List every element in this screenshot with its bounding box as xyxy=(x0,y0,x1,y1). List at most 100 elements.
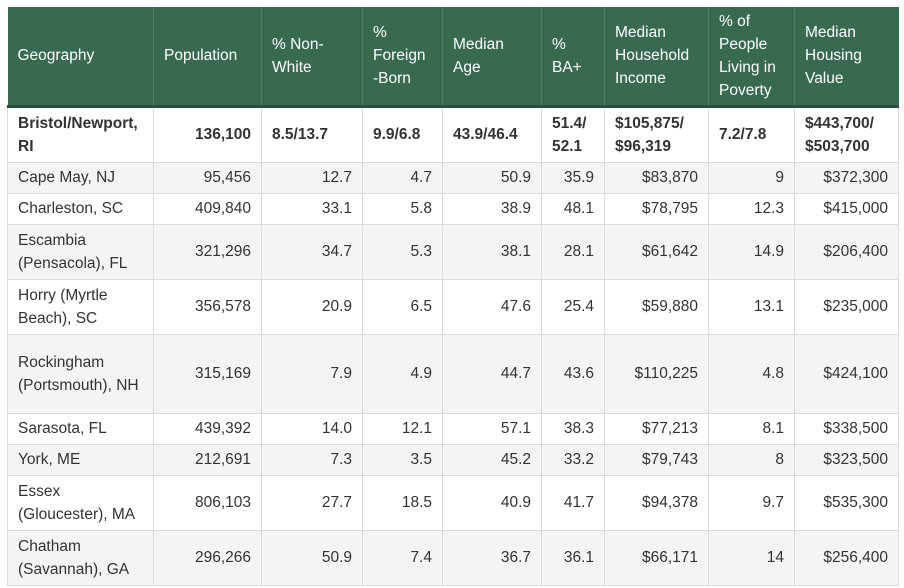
cell-population: 806,103 xyxy=(153,474,262,531)
table-row-featured: Bristol/Newport, RI 136,100 8.5/13.7 9.9… xyxy=(7,105,899,163)
cell-poverty: 8.1 xyxy=(708,412,795,445)
table-row: Essex (Gloucester), MA 806,103 27.7 18.5… xyxy=(7,474,899,531)
cell-ba-plus: 48.1 xyxy=(541,192,605,225)
cell-median-income: $61,642 xyxy=(604,223,709,280)
cell-ba-plus: 38.3 xyxy=(541,412,605,445)
cell-non-white: 7.9 xyxy=(261,333,363,414)
cell-geography: Rockingham (Portsmouth), NH xyxy=(7,333,154,414)
cell-ba-plus: 51.4/ 52.1 xyxy=(541,105,605,163)
cell-median-income: $110,225 xyxy=(604,333,709,414)
cell-median-age: 40.9 xyxy=(442,474,542,531)
cell-housing-value: $256,400 xyxy=(794,529,899,586)
cell-population: 95,456 xyxy=(153,161,262,194)
header-non-white: % Non-White xyxy=(261,7,363,106)
table-row: Cape May, NJ 95,456 12.7 4.7 50.9 35.9 $… xyxy=(7,161,899,194)
cell-geography: Chatham (Savannah), GA xyxy=(7,529,154,586)
cell-foreign-born: 5.8 xyxy=(362,192,443,225)
cell-population: 439,392 xyxy=(153,412,262,445)
cell-poverty: 9 xyxy=(708,161,795,194)
cell-median-age: 50.9 xyxy=(442,161,542,194)
cell-ba-plus: 41.7 xyxy=(541,474,605,531)
cell-median-age: 36.7 xyxy=(442,529,542,586)
table-row: York, ME 212,691 7.3 3.5 45.2 33.2 $79,7… xyxy=(7,443,899,476)
header-poverty: % of People Living in Poverty xyxy=(708,7,795,106)
cell-housing-value: $443,700/ $503,700 xyxy=(794,105,899,163)
cell-housing-value: $323,500 xyxy=(794,443,899,476)
cell-geography: Sarasota, FL xyxy=(7,412,154,445)
cell-foreign-born: 12.1 xyxy=(362,412,443,445)
cell-median-age: 38.1 xyxy=(442,223,542,280)
cell-population: 136,100 xyxy=(153,105,262,163)
cell-population: 321,296 xyxy=(153,223,262,280)
cell-median-income: $78,795 xyxy=(604,192,709,225)
cell-geography: Escambia (Pensacola), FL xyxy=(7,223,154,280)
cell-poverty: 4.8 xyxy=(708,333,795,414)
cell-geography: Cape May, NJ xyxy=(7,161,154,194)
demographics-table: Geography Population % Non-White % Forei… xyxy=(7,7,899,586)
cell-ba-plus: 43.6 xyxy=(541,333,605,414)
cell-ba-plus: 33.2 xyxy=(541,443,605,476)
cell-housing-value: $372,300 xyxy=(794,161,899,194)
header-housing-value: Median Housing Value xyxy=(794,7,899,106)
cell-housing-value: $206,400 xyxy=(794,223,899,280)
cell-non-white: 34.7 xyxy=(261,223,363,280)
cell-housing-value: $535,300 xyxy=(794,474,899,531)
cell-median-income: $77,213 xyxy=(604,412,709,445)
cell-median-age: 43.9/46.4 xyxy=(442,105,542,163)
cell-non-white: 27.7 xyxy=(261,474,363,531)
cell-non-white: 7.3 xyxy=(261,443,363,476)
cell-population: 296,266 xyxy=(153,529,262,586)
cell-population: 212,691 xyxy=(153,443,262,476)
header-median-income: Median Household Income xyxy=(604,7,709,106)
cell-housing-value: $235,000 xyxy=(794,278,899,335)
cell-housing-value: $338,500 xyxy=(794,412,899,445)
cell-non-white: 14.0 xyxy=(261,412,363,445)
cell-population: 315,169 xyxy=(153,333,262,414)
cell-poverty: 13.1 xyxy=(708,278,795,335)
cell-geography: York, ME xyxy=(7,443,154,476)
cell-foreign-born: 7.4 xyxy=(362,529,443,586)
cell-foreign-born: 9.9/6.8 xyxy=(362,105,443,163)
cell-non-white: 50.9 xyxy=(261,529,363,586)
header-median-age: Median Age xyxy=(442,7,542,106)
cell-foreign-born: 4.7 xyxy=(362,161,443,194)
cell-non-white: 33.1 xyxy=(261,192,363,225)
cell-housing-value: $415,000 xyxy=(794,192,899,225)
table-row: Rockingham (Portsmouth), NH 315,169 7.9 … xyxy=(7,333,899,414)
header-foreign-born: % Foreign -Born xyxy=(362,7,443,106)
cell-median-age: 57.1 xyxy=(442,412,542,445)
table-row: Horry (Myrtle Beach), SC 356,578 20.9 6.… xyxy=(7,278,899,335)
cell-geography: Charleston, SC xyxy=(7,192,154,225)
cell-median-income: $105,875/ $96,319 xyxy=(604,105,709,163)
cell-ba-plus: 28.1 xyxy=(541,223,605,280)
cell-poverty: 9.7 xyxy=(708,474,795,531)
table-body: Bristol/Newport, RI 136,100 8.5/13.7 9.9… xyxy=(7,105,899,586)
cell-median-income: $94,378 xyxy=(604,474,709,531)
cell-median-age: 45.2 xyxy=(442,443,542,476)
table-row: Charleston, SC 409,840 33.1 5.8 38.9 48.… xyxy=(7,192,899,225)
table-row: Sarasota, FL 439,392 14.0 12.1 57.1 38.3… xyxy=(7,412,899,445)
table-row: Chatham (Savannah), GA 296,266 50.9 7.4 … xyxy=(7,529,899,586)
cell-median-age: 47.6 xyxy=(442,278,542,335)
cell-housing-value: $424,100 xyxy=(794,333,899,414)
header-ba-plus: % BA+ xyxy=(541,7,605,106)
table-header: Geography Population % Non-White % Forei… xyxy=(7,7,899,106)
cell-ba-plus: 36.1 xyxy=(541,529,605,586)
cell-poverty: 8 xyxy=(708,443,795,476)
cell-geography: Essex (Gloucester), MA xyxy=(7,474,154,531)
cell-foreign-born: 4.9 xyxy=(362,333,443,414)
cell-foreign-born: 18.5 xyxy=(362,474,443,531)
cell-foreign-born: 3.5 xyxy=(362,443,443,476)
cell-median-income: $66,171 xyxy=(604,529,709,586)
cell-median-age: 44.7 xyxy=(442,333,542,414)
cell-foreign-born: 6.5 xyxy=(362,278,443,335)
cell-population: 409,840 xyxy=(153,192,262,225)
cell-median-age: 38.9 xyxy=(442,192,542,225)
cell-poverty: 14.9 xyxy=(708,223,795,280)
cell-median-income: $79,743 xyxy=(604,443,709,476)
cell-median-income: $59,880 xyxy=(604,278,709,335)
header-geography: Geography xyxy=(7,7,154,106)
cell-non-white: 12.7 xyxy=(261,161,363,194)
cell-poverty: 7.2/7.8 xyxy=(708,105,795,163)
